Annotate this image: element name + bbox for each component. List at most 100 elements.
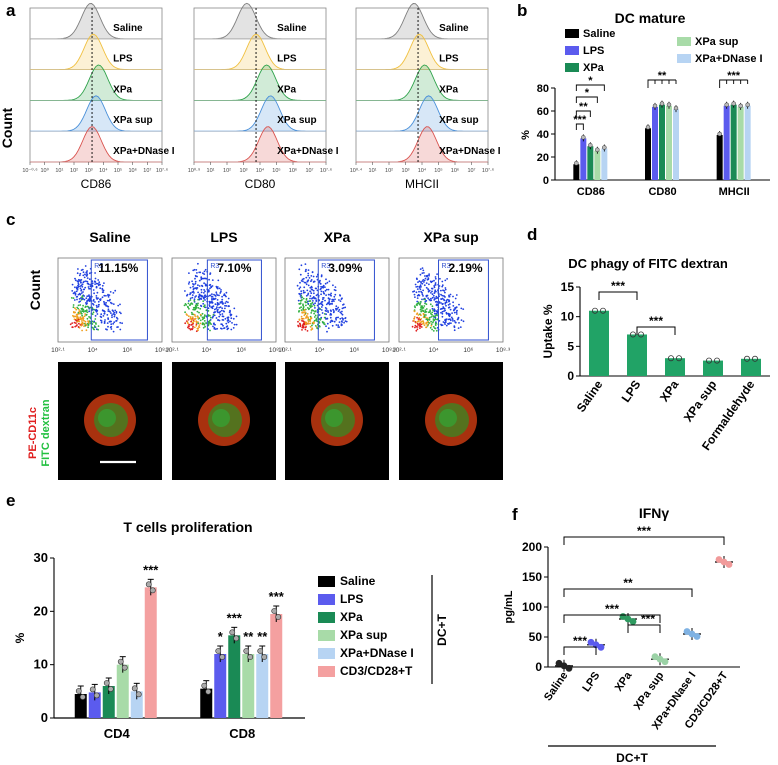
y-tick-label: 30 <box>34 550 48 565</box>
flow-event <box>298 287 301 290</box>
flow-event <box>204 306 207 309</box>
flow-event <box>411 325 414 328</box>
flow-event <box>188 272 190 274</box>
flow-event <box>420 306 422 309</box>
flow-event <box>235 323 238 326</box>
flow-gate <box>317 259 375 341</box>
flow-event <box>440 302 442 304</box>
flow-event <box>330 319 333 322</box>
flow-event <box>300 290 303 293</box>
flow-x-tick: 10⁴ <box>88 347 98 354</box>
flow-event <box>454 321 457 324</box>
flow-event <box>79 287 82 290</box>
flow-event <box>94 301 96 303</box>
flow-event <box>229 311 232 313</box>
flow-event <box>191 316 194 319</box>
significance-bracket <box>636 326 676 335</box>
legend-label: LPS <box>340 592 363 606</box>
flow-event <box>96 298 98 300</box>
flow-event <box>439 277 441 280</box>
flow-event <box>414 324 417 327</box>
flow-event <box>191 318 193 321</box>
flow-event <box>211 295 214 298</box>
bar <box>645 128 651 180</box>
flow-event <box>429 326 432 329</box>
flow-event <box>302 317 305 320</box>
flow-event <box>310 317 313 320</box>
flow-event <box>198 325 200 328</box>
flow-event <box>80 289 83 292</box>
flow-event <box>225 305 228 307</box>
flow-event <box>216 309 219 312</box>
data-point <box>666 102 672 107</box>
flow-event <box>192 325 194 328</box>
flow-event <box>320 293 322 296</box>
data-point <box>752 355 759 362</box>
flow-event <box>298 307 301 309</box>
flow-event <box>114 289 117 292</box>
significance-bracket <box>563 536 725 545</box>
flow-event <box>97 300 100 303</box>
flow-event <box>94 315 97 317</box>
flow-event <box>193 308 196 311</box>
flow-event <box>87 298 90 301</box>
flow-event <box>209 287 211 290</box>
flow-event <box>444 303 447 305</box>
x-tick-label: 10⁴ <box>418 167 427 174</box>
flow-event <box>227 321 230 324</box>
flow-event <box>208 278 211 281</box>
flow-event <box>344 306 347 309</box>
flow-event <box>430 297 432 300</box>
flow-event <box>76 318 78 321</box>
data-point <box>79 694 86 700</box>
flow-event <box>448 294 450 297</box>
legend-label: XPa <box>583 62 605 74</box>
flow-event <box>183 304 186 307</box>
flow-event <box>96 291 99 294</box>
flow-event <box>202 272 204 275</box>
data-point <box>135 691 142 698</box>
flow-event <box>455 313 458 315</box>
flow-event <box>200 288 203 291</box>
flow-event <box>415 291 418 294</box>
flow-event <box>72 297 75 299</box>
flow-event <box>299 295 302 297</box>
histogram-sample-label: XPa+DNase I <box>113 146 175 157</box>
flow-event <box>204 294 207 297</box>
flow-event <box>301 312 304 314</box>
flow-event <box>305 322 307 325</box>
flow-event <box>320 275 323 278</box>
x-tick-label: 10⁷ <box>143 167 151 174</box>
flow-event <box>107 318 110 320</box>
flow-event <box>439 308 442 310</box>
flow-event <box>189 299 192 301</box>
flow-event <box>74 277 76 280</box>
flow-event <box>431 307 434 310</box>
flow-event <box>190 311 193 314</box>
flow-event <box>305 326 307 328</box>
flow-event <box>74 315 77 318</box>
flow-event <box>204 283 207 286</box>
flow-event <box>77 278 80 281</box>
data-point <box>725 561 733 568</box>
flow-event <box>193 313 196 316</box>
flow-event <box>95 304 98 307</box>
flow-event <box>322 298 324 301</box>
flow-event <box>205 322 208 325</box>
flow-event <box>307 300 309 303</box>
flow-event <box>419 268 422 270</box>
x-tick-label: LPS <box>580 670 602 694</box>
flow-event <box>424 302 426 305</box>
flow-event <box>427 278 430 281</box>
flow-event <box>114 309 117 312</box>
flow-event <box>312 275 315 278</box>
flow-event <box>86 317 89 320</box>
flow-event <box>88 278 91 281</box>
flow-event <box>78 292 81 295</box>
flow-event <box>82 308 85 311</box>
flow-event <box>416 322 419 325</box>
flow-event <box>186 314 189 316</box>
flow-event <box>86 270 88 272</box>
flow-event <box>77 322 80 325</box>
flow-event <box>319 308 321 310</box>
